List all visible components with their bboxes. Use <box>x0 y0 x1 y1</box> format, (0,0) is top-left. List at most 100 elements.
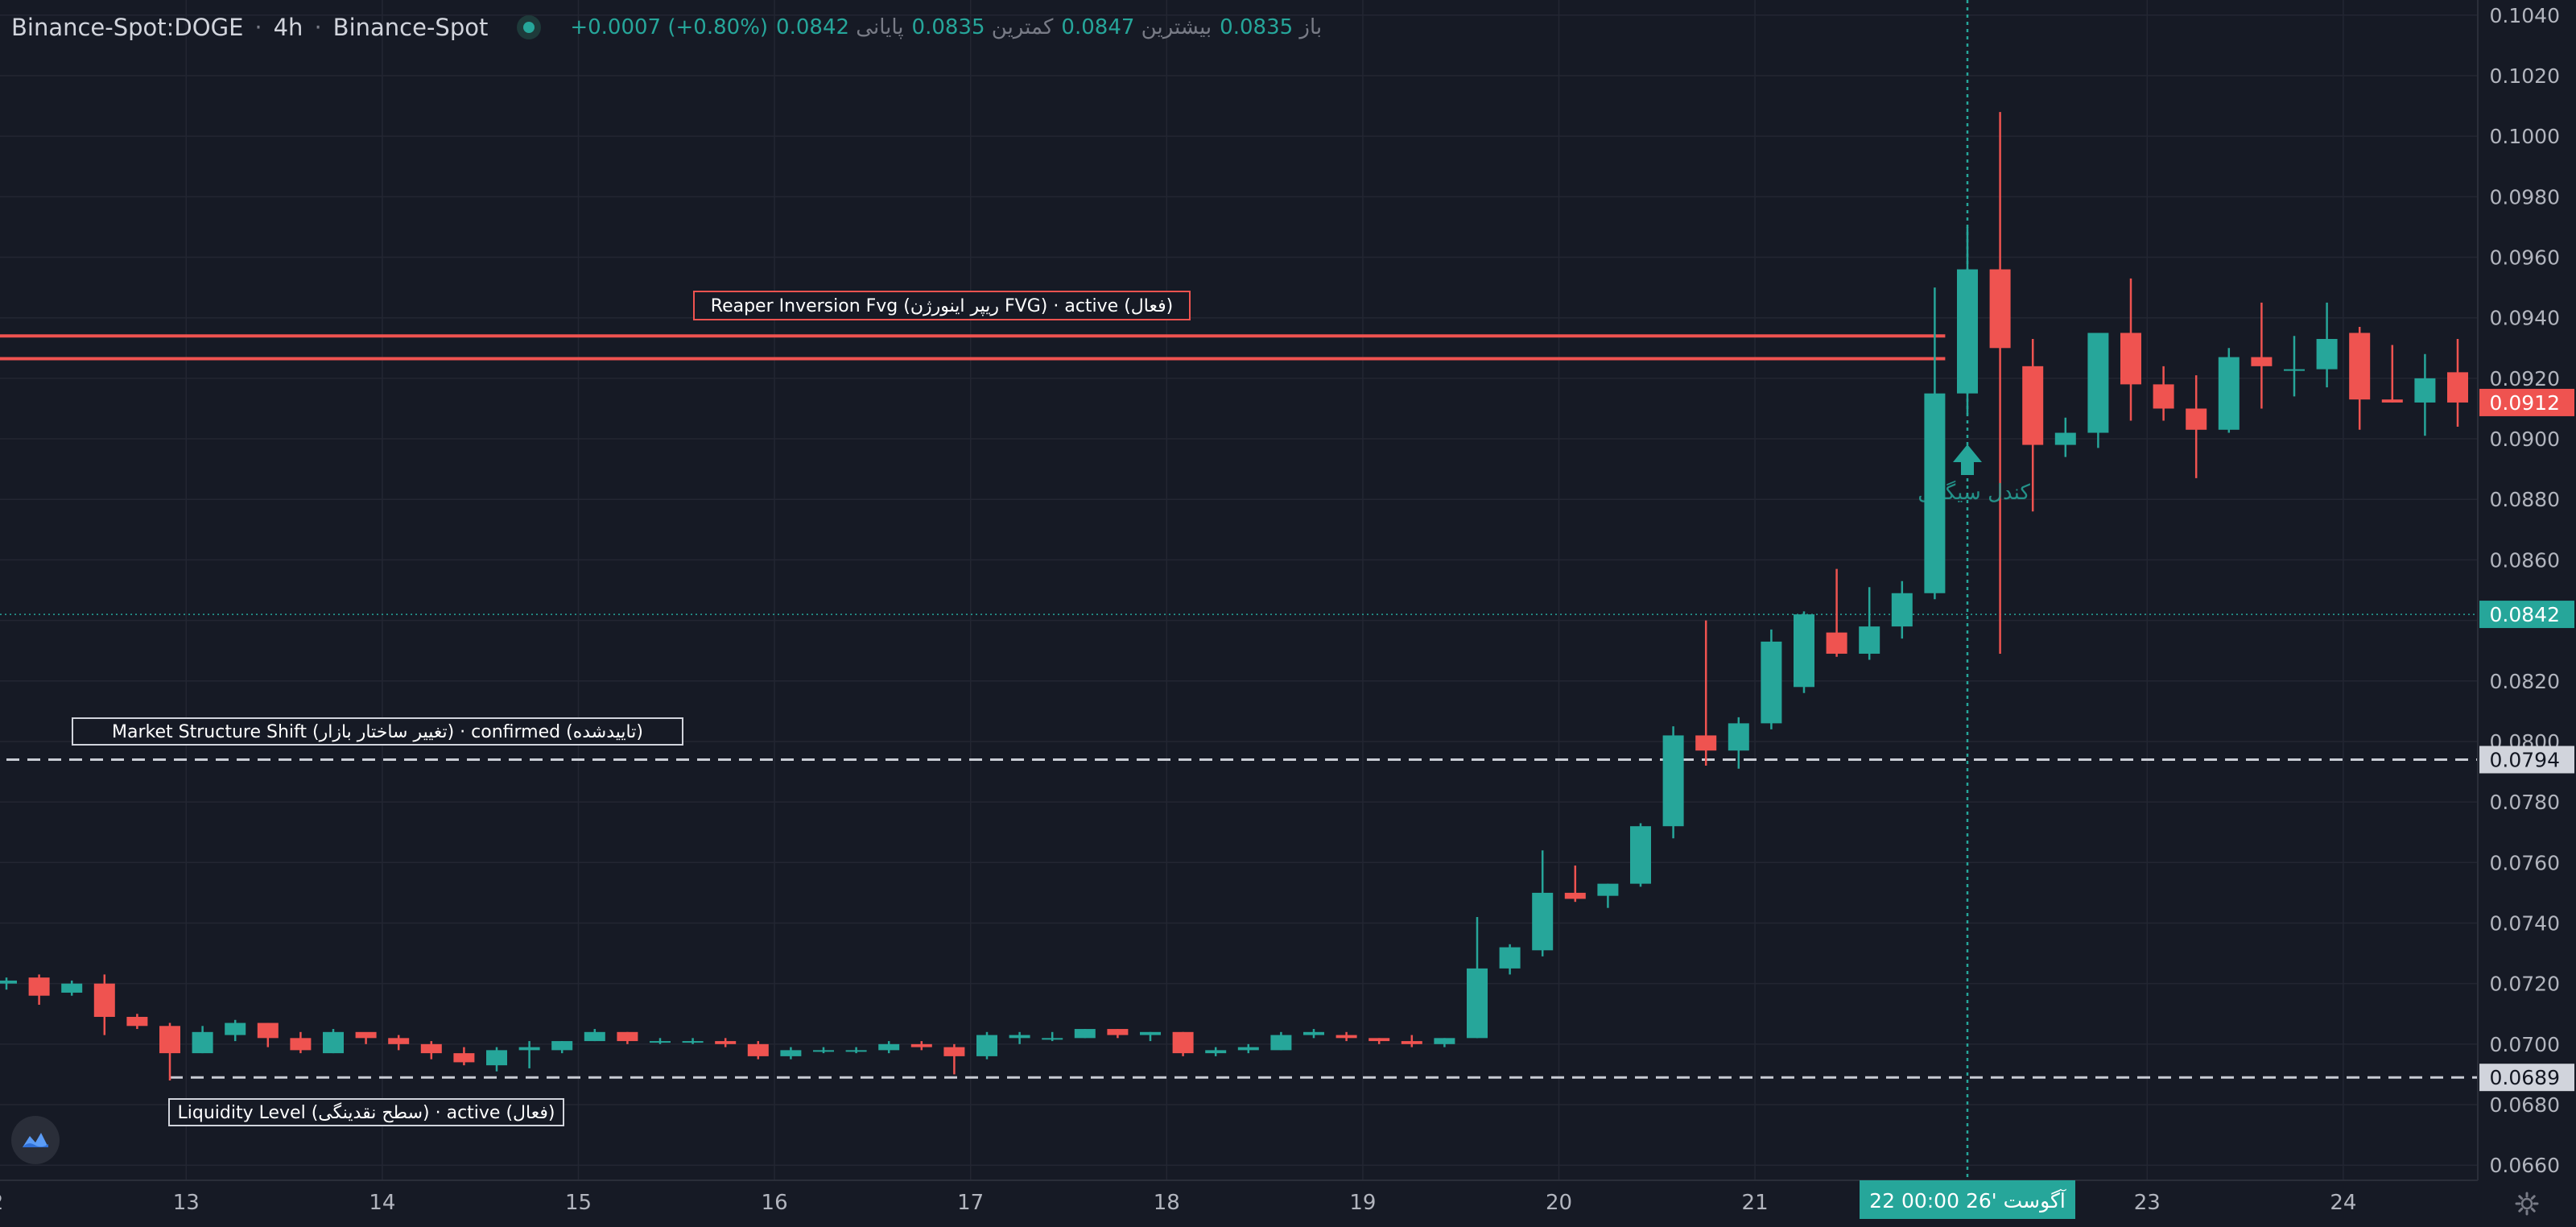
candle-body <box>1205 1050 1227 1054</box>
candle-body <box>518 1047 540 1051</box>
time-tick-label: 19 <box>1349 1191 1376 1215</box>
time-tick-label: 24 <box>2330 1191 2356 1215</box>
candle-body <box>1564 892 1586 899</box>
level-market-structure-shift-tag-label: 0.0794 <box>2490 749 2560 772</box>
candle-body <box>2153 384 2174 409</box>
candle-body <box>323 1031 344 1054</box>
candle-body <box>1042 1038 1063 1040</box>
candle-body <box>1172 1031 1194 1054</box>
candle-body <box>1499 947 1521 969</box>
candle-body <box>1303 1031 1324 1035</box>
candle-body <box>1794 614 1814 688</box>
candle-body <box>1761 641 1782 724</box>
candle-body <box>1630 826 1651 884</box>
fvg-zone: Reaper Inversion Fvg (ریپر اینورژن FVG) … <box>0 291 1946 361</box>
candle-body <box>1107 1029 1129 1035</box>
last-price-tag-label: 0.0912 <box>2490 391 2560 415</box>
last-price-tag <box>2479 388 2574 416</box>
market-status-icon[interactable] <box>517 15 542 39</box>
price-tick-label: 0.0740 <box>2490 911 2560 935</box>
candle-body <box>747 1043 769 1056</box>
candle-body <box>1532 892 1554 951</box>
exchange-label: Binance-Spot <box>332 14 489 41</box>
price-tick-label: 0.0680 <box>2490 1093 2560 1117</box>
candle-body <box>1859 626 1880 654</box>
cloud-icon <box>23 1133 48 1147</box>
candle-body <box>1237 1047 1259 1051</box>
time-tick-label: 16 <box>762 1191 788 1215</box>
time-tick-label: 14 <box>369 1191 395 1215</box>
price-tick-label: 0.0940 <box>2490 307 2560 330</box>
signal-label: کندل سیگنال <box>1918 480 2030 505</box>
level-label-box-market-structure-shift <box>72 717 683 746</box>
price-tick-label: 0.0720 <box>2490 973 2560 996</box>
candle-body <box>1401 1041 1422 1044</box>
candle-body <box>2447 372 2468 403</box>
time-tick-label: 18 <box>1154 1191 1180 1215</box>
candle-body <box>976 1035 997 1056</box>
interval-label[interactable]: 4h <box>273 14 303 41</box>
price-tick-label: 0.0920 <box>2490 367 2560 390</box>
candle-body <box>2414 378 2436 403</box>
candle-body <box>486 1050 507 1066</box>
candle-body <box>551 1041 573 1051</box>
time-tick-label: 21 <box>1742 1191 1769 1215</box>
candle-body <box>1335 1035 1357 1039</box>
candle-body <box>2054 432 2076 445</box>
ohlc-values: باز 0.0835 بیشترین 0.0847 کمترین 0.0835 … <box>570 15 1322 39</box>
time-tick-label: 20 <box>1546 1191 1572 1215</box>
level-label-box-liquidity-level <box>168 1098 564 1126</box>
candle-body <box>192 1031 213 1054</box>
candle-body <box>28 977 50 996</box>
candle-body <box>2218 357 2240 430</box>
candle-body <box>2022 366 2044 445</box>
candle-body <box>453 1053 475 1063</box>
candle-body <box>1662 735 1684 827</box>
crosshair-time-tag <box>1860 1180 2075 1219</box>
candle-body <box>2316 339 2338 370</box>
level-market-structure-shift-tag <box>2479 746 2574 774</box>
ohlc-open: باز 0.0835 <box>1220 15 1323 39</box>
price-tick-label: 0.0700 <box>2490 1033 2560 1056</box>
candle-body <box>1368 1038 1390 1042</box>
gear-icon[interactable] <box>2513 1190 2541 1217</box>
symbol-name[interactable]: Binance-Spot:DOGE <box>11 14 244 41</box>
candle-body <box>584 1031 605 1042</box>
candle-body <box>1140 1031 1161 1035</box>
candle-body <box>617 1031 638 1042</box>
level-liquidity-level-tag-label: 0.0689 <box>2490 1066 2560 1089</box>
candle-body <box>1957 269 1978 394</box>
candle-body <box>682 1041 704 1043</box>
time-tick-label: 12 <box>0 1191 3 1215</box>
price-tick-label: 0.0880 <box>2490 488 2560 511</box>
candle-body <box>1009 1035 1030 1039</box>
candles <box>0 112 2468 1080</box>
candle-body <box>813 1050 834 1052</box>
candle-body <box>845 1050 867 1052</box>
candle-body <box>2186 408 2207 430</box>
crosshair-time-label: 22 آگوست '26 00:00 <box>1869 1188 2066 1213</box>
candle-body <box>257 1022 279 1039</box>
candle-body <box>290 1038 312 1051</box>
ohlc-high: بیشترین 0.0847 <box>1061 15 1212 39</box>
level-liquidity-level-tag <box>2479 1064 2574 1092</box>
candle-body <box>225 1022 246 1035</box>
candle-body <box>1695 735 1717 751</box>
candle-body <box>2381 399 2403 403</box>
price-tick-label: 0.0900 <box>2490 428 2560 451</box>
ohlc-change: +0.0007 (+0.80%) <box>570 15 769 39</box>
tradingview-logo-icon[interactable] <box>11 1116 60 1164</box>
price-tick-label: 0.0980 <box>2490 185 2560 209</box>
candle-body <box>1270 1035 1292 1051</box>
candle-body <box>126 1017 148 1027</box>
candle-body <box>2087 333 2109 433</box>
candle-body <box>93 983 115 1018</box>
level-label-liquidity-level: Liquidity Level (سطح نقدینگی) · active (… <box>178 1102 555 1123</box>
candle-body <box>1434 1038 1455 1044</box>
candle-body <box>1074 1029 1096 1039</box>
gear-icon-shape <box>2515 1192 2539 1216</box>
price-tick-label: 0.0660 <box>2490 1154 2560 1177</box>
